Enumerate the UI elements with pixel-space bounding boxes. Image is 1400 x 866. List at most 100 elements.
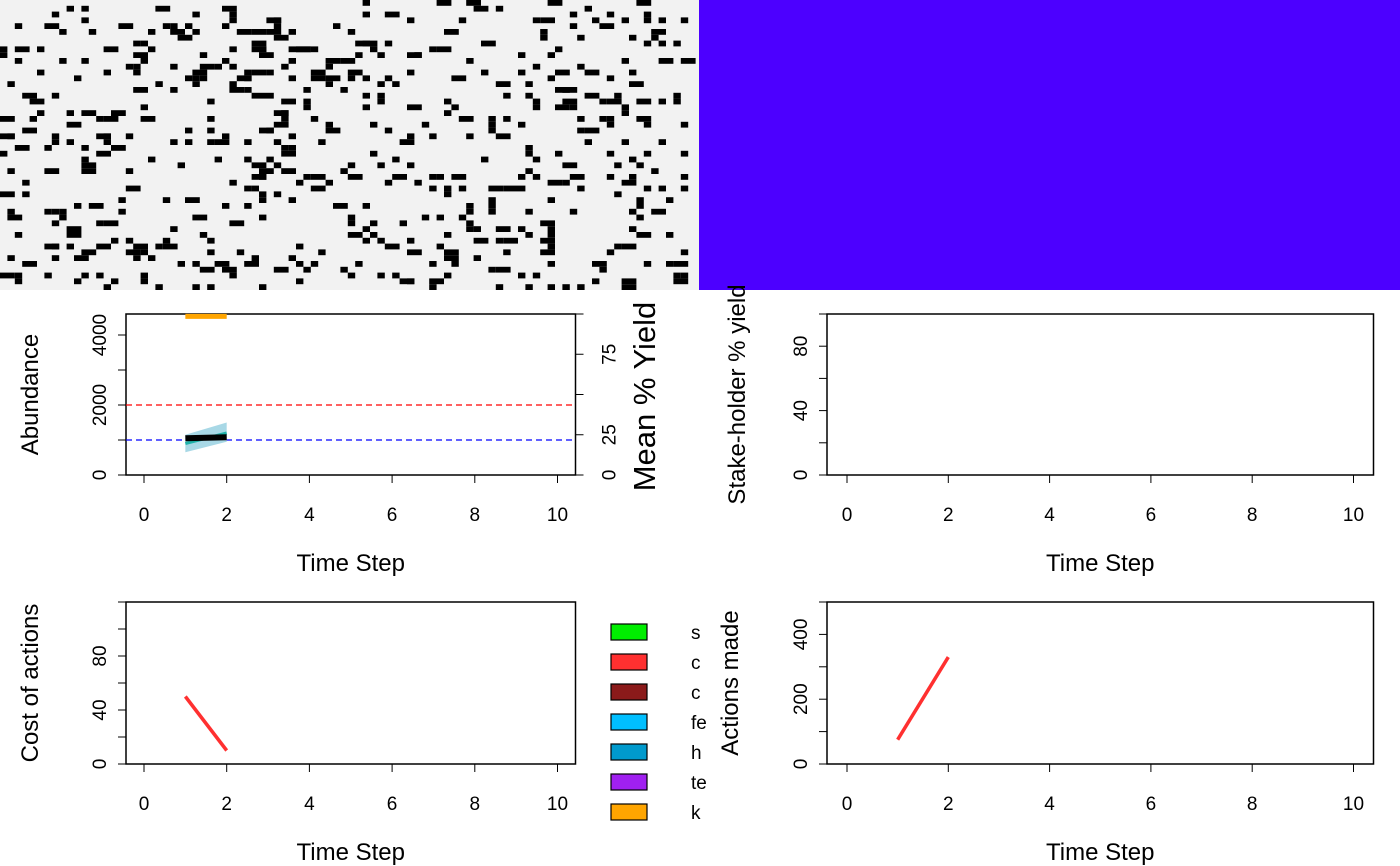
- landscape-cell: [155, 81, 163, 87]
- landscape-cell: [377, 92, 385, 99]
- landscape-cell: [503, 237, 518, 244]
- landscape-cell: [562, 179, 570, 186]
- landscape-cell: [185, 197, 200, 203]
- landscape-cell: [680, 121, 689, 128]
- landscape-cell: [621, 179, 637, 186]
- landscape-cell: [621, 139, 629, 145]
- landscape-cell: [288, 58, 296, 64]
- landscape-cell: [66, 5, 74, 12]
- landscape-cell: [636, 214, 644, 221]
- x-tick-label: 4: [1044, 794, 1055, 815]
- landscape-cell: [636, 116, 652, 122]
- legend-swatch: [610, 653, 648, 671]
- landscape-cell: [658, 58, 674, 64]
- landscape-cell: [555, 104, 570, 111]
- landscape-cell: [680, 249, 689, 256]
- landscape-cell: [259, 284, 267, 290]
- landscape-cell: [266, 69, 274, 76]
- landscape-cell: [473, 255, 481, 261]
- landscape-cell: [547, 232, 555, 238]
- landscape-cell: [362, 104, 370, 111]
- x-tick-label: 4: [1044, 505, 1055, 526]
- landscape-cell: [199, 232, 208, 238]
- landscape-cell: [473, 226, 481, 232]
- landscape-cell: [347, 232, 363, 238]
- landscape-cell: [288, 133, 296, 140]
- landscape-cell: [384, 75, 393, 82]
- landscape-cell: [44, 23, 60, 29]
- landscape-cell: [569, 104, 578, 111]
- resource-abundance-line: [185, 434, 227, 442]
- landscape-cell: [177, 261, 185, 267]
- y-tick-label: 0: [791, 470, 812, 481]
- landscape-cell: [111, 145, 126, 151]
- landscape-cell: [621, 110, 629, 116]
- landscape-cell: [244, 69, 252, 76]
- landscape-cell: [140, 249, 148, 256]
- landscape-cell: [96, 272, 104, 279]
- landscape-cell: [244, 203, 252, 209]
- landscape-cell: [155, 5, 171, 12]
- landscape-cell: [81, 156, 89, 163]
- landscape-cell: [577, 284, 585, 290]
- landscape-cell: [44, 208, 52, 215]
- landscape-cell: [44, 168, 60, 174]
- landscape-cell: [296, 243, 304, 250]
- landscape-cell: [288, 145, 296, 151]
- landscape-cell: [658, 17, 666, 24]
- landscape-cell: [51, 255, 60, 261]
- landscape-cell: [584, 139, 592, 145]
- landscape-cell: [125, 168, 134, 174]
- landscape-cell: [458, 214, 467, 221]
- x-tick-label: 10: [1343, 794, 1364, 815]
- landscape-cell: [281, 116, 289, 122]
- landscape-cell: [377, 162, 385, 169]
- landscape-cell: [133, 255, 141, 261]
- landscape-cell: [636, 162, 644, 169]
- landscape-cell: [532, 104, 541, 111]
- landscape-cell: [436, 46, 452, 53]
- landscape-cell: [503, 185, 518, 192]
- y-tick-label: 0: [90, 470, 111, 481]
- landscape-cell: [281, 63, 289, 70]
- landscape-cell: [74, 278, 82, 285]
- landscape-cell: [444, 110, 452, 116]
- landscape-cell: [88, 203, 104, 209]
- landscape-cell: [629, 278, 637, 285]
- x-tick-label: 2: [943, 505, 954, 526]
- landscape-cell: [229, 179, 237, 186]
- landscape-cell: [347, 29, 356, 35]
- y-axis-title: Abundance: [17, 334, 44, 455]
- landscape-cell: [162, 197, 171, 203]
- landscape-cell: [488, 203, 496, 209]
- stakeholder-yield-panel: 0 2 4 6 8 10 Time Step 0 40 80 Stake-holder % yiel…: [724, 284, 1375, 577]
- landscape-cell: [222, 266, 237, 273]
- landscape-cell: [481, 156, 489, 163]
- x-tick-label: 2: [221, 505, 232, 526]
- landscape-cell: [451, 261, 459, 267]
- landscape-cell: [547, 284, 555, 290]
- landscape-cell: [51, 11, 60, 18]
- landscape-cell: [0, 272, 15, 279]
- x-axis-title: Time Step: [297, 839, 405, 866]
- landscape-cell: [296, 261, 304, 267]
- x-tick-label: 8: [1247, 794, 1258, 815]
- landscape-cell: [473, 5, 489, 12]
- landscape-cell: [37, 110, 45, 116]
- landscape-cell: [347, 220, 356, 227]
- landscape-cell: [658, 40, 666, 47]
- landscape-cell: [540, 34, 548, 41]
- landscape-cell: [192, 81, 200, 87]
- landscape-cell: [614, 191, 622, 198]
- landscape-cell: [651, 168, 659, 174]
- landscape-cell: [503, 116, 511, 122]
- landscape-cell: [436, 174, 444, 180]
- landscape-cell: [303, 87, 311, 93]
- landscape-cell: [673, 272, 681, 279]
- landscape-cell: [103, 220, 111, 227]
- landscape-cell: [658, 139, 666, 145]
- landscape-cell: [229, 17, 237, 24]
- landscape-cell: [466, 0, 481, 6]
- landscape-cell: [51, 208, 60, 215]
- landscape-cell: [666, 232, 674, 238]
